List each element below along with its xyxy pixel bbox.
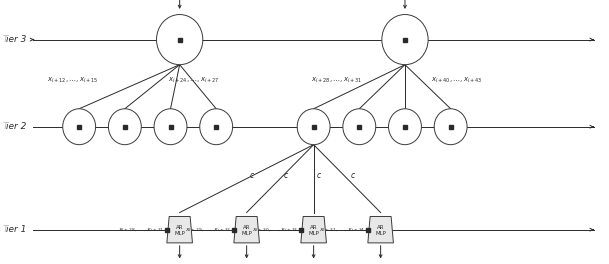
Text: MLP: MLP bbox=[308, 231, 319, 236]
Text: c: c bbox=[283, 171, 287, 181]
Text: $p(x_{i+34}\,|\,x_{<i+34})$: $p(x_{i+34}\,|\,x_{<i+34})$ bbox=[289, 263, 339, 264]
Text: T: T bbox=[3, 225, 9, 234]
Ellipse shape bbox=[108, 109, 141, 145]
Text: ier 2: ier 2 bbox=[6, 122, 26, 131]
Text: $p(x_{i+32}\,|\,x_{<i+32})$: $p(x_{i+32}\,|\,x_{<i+32})$ bbox=[155, 263, 205, 264]
Ellipse shape bbox=[200, 109, 233, 145]
Ellipse shape bbox=[389, 109, 421, 145]
Text: MLP: MLP bbox=[241, 231, 252, 236]
Ellipse shape bbox=[434, 109, 467, 145]
Text: $x_{i+40},\ldots,x_{i+43}$: $x_{i+40},\ldots,x_{i+43}$ bbox=[431, 76, 482, 85]
Text: AR: AR bbox=[176, 225, 183, 229]
Ellipse shape bbox=[297, 109, 330, 145]
Text: $x_{i+30},\ldots,x_{i+33}$: $x_{i+30},\ldots,x_{i+33}$ bbox=[252, 226, 298, 234]
Ellipse shape bbox=[63, 109, 96, 145]
Text: AR: AR bbox=[310, 225, 317, 229]
Text: $p(x_{i+35}\,|\,x_{<i+35})$: $p(x_{i+35}\,|\,x_{<i+35})$ bbox=[356, 263, 406, 264]
Text: $x_{i+12},\ldots,x_{i+15}$: $x_{i+12},\ldots,x_{i+15}$ bbox=[48, 76, 99, 85]
Text: MLP: MLP bbox=[174, 231, 185, 236]
Text: c: c bbox=[250, 171, 254, 181]
Text: $p(x_{i+33}\,|\,x_{<i+33})$: $p(x_{i+33}\,|\,x_{<i+33})$ bbox=[222, 263, 272, 264]
Ellipse shape bbox=[343, 109, 376, 145]
Polygon shape bbox=[301, 216, 326, 243]
Text: $x_{i+24},\ldots,x_{i+27}$: $x_{i+24},\ldots,x_{i+27}$ bbox=[167, 76, 219, 85]
Text: AR: AR bbox=[243, 225, 250, 229]
Text: T: T bbox=[3, 35, 9, 44]
Text: $x_{i+28},\ldots,x_{i+31}$: $x_{i+28},\ldots,x_{i+31}$ bbox=[311, 76, 362, 85]
Text: ier 3: ier 3 bbox=[6, 35, 26, 44]
Ellipse shape bbox=[157, 15, 203, 65]
Ellipse shape bbox=[154, 109, 187, 145]
Text: c: c bbox=[317, 171, 321, 181]
Text: ier 1: ier 1 bbox=[6, 225, 26, 234]
Text: $x_{i+28},\ldots,x_{i+31}$: $x_{i+28},\ldots,x_{i+31}$ bbox=[118, 226, 164, 234]
Text: c: c bbox=[350, 171, 354, 181]
Polygon shape bbox=[167, 216, 192, 243]
Ellipse shape bbox=[382, 15, 428, 65]
Text: $x_{i+29},\ldots,x_{i+32}$: $x_{i+29},\ldots,x_{i+32}$ bbox=[185, 226, 231, 234]
Text: AR: AR bbox=[377, 225, 384, 229]
Text: T: T bbox=[3, 122, 9, 131]
Text: MLP: MLP bbox=[375, 231, 386, 236]
Text: $x_{i+31},\ldots,x_{i+34}$: $x_{i+31},\ldots,x_{i+34}$ bbox=[319, 226, 365, 234]
Polygon shape bbox=[368, 216, 393, 243]
Polygon shape bbox=[234, 216, 259, 243]
